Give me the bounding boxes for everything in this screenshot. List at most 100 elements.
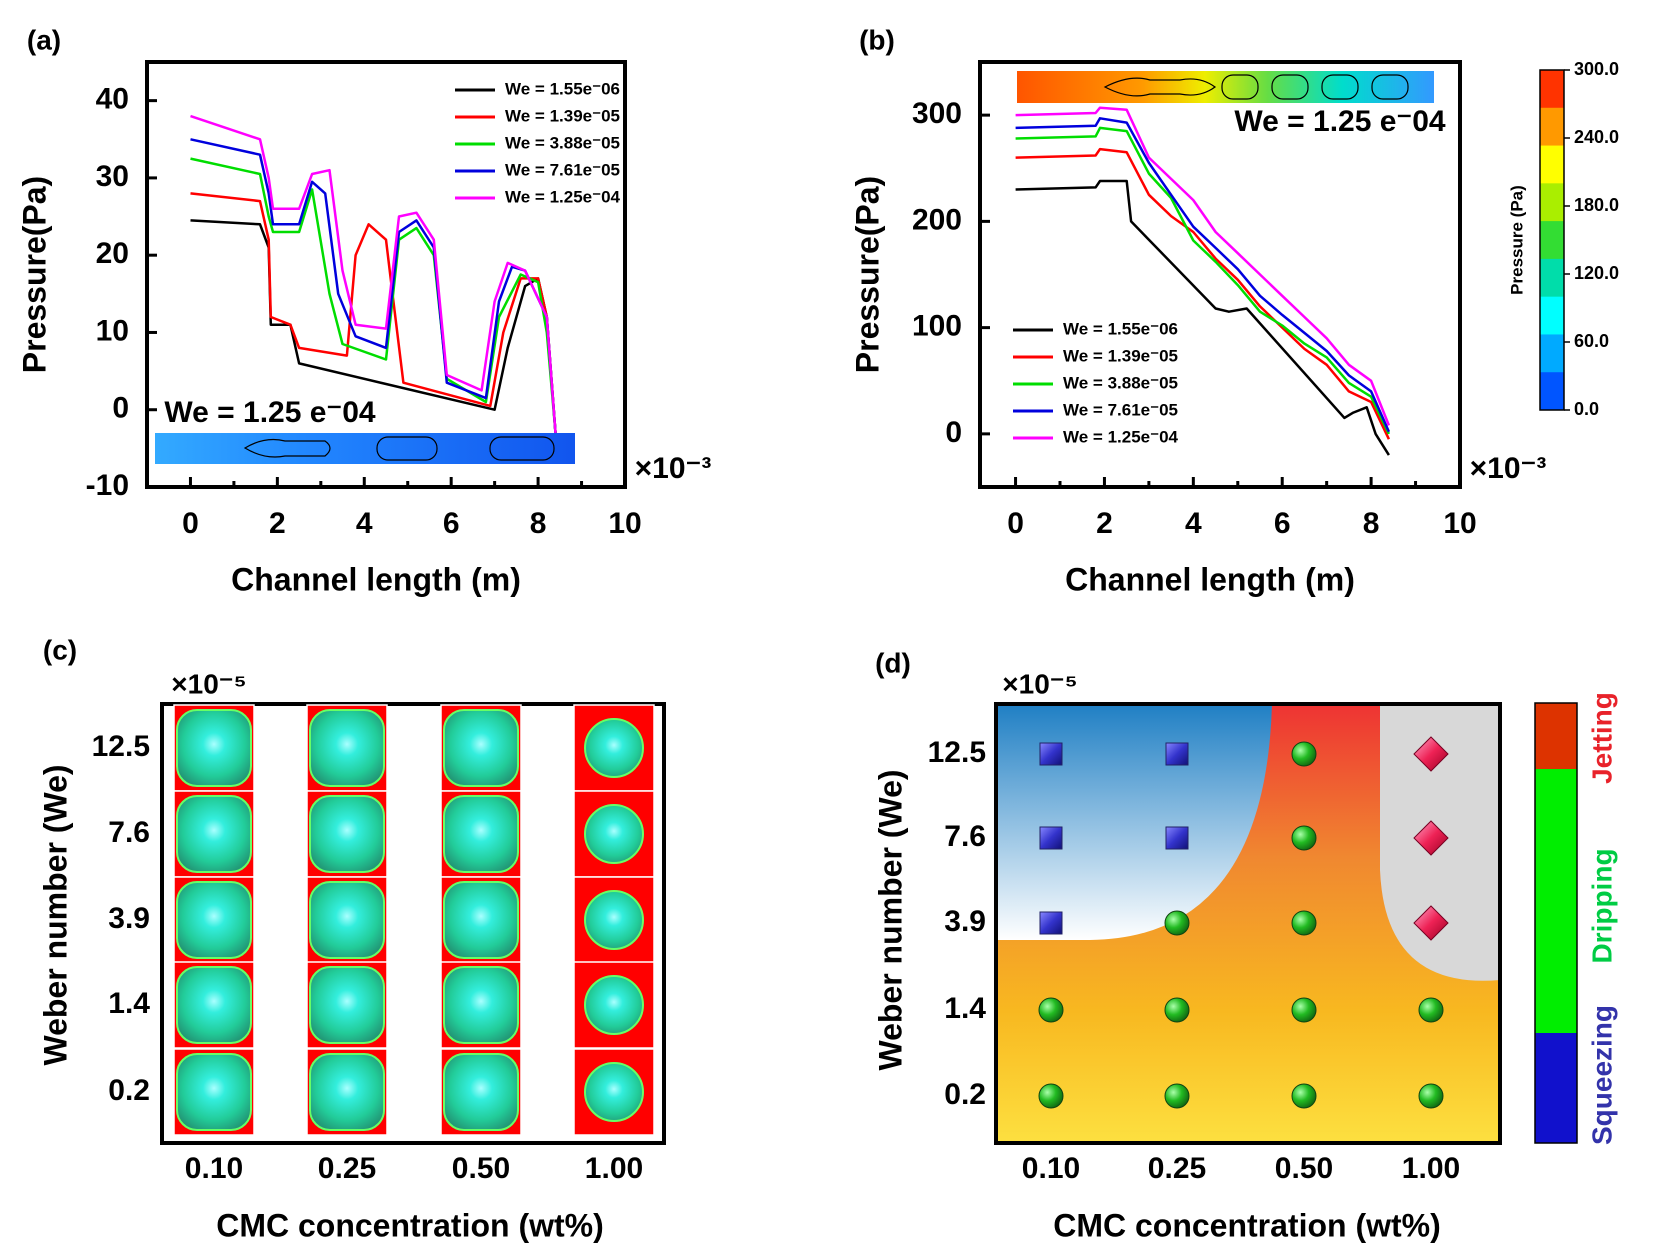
y-tick-label: 1.4 bbox=[108, 987, 150, 1020]
plot-frame bbox=[978, 60, 1462, 489]
panel-label: (d) bbox=[875, 647, 911, 678]
y-tick-label: 100 bbox=[912, 310, 962, 343]
x-scale-exponent: ×10⁻³ bbox=[635, 452, 712, 485]
x-tick-label: 0.25 bbox=[1148, 1152, 1206, 1185]
colorbar-band bbox=[1540, 334, 1564, 373]
colorbar-tick-label: 120.0 bbox=[1574, 263, 1619, 283]
y-tick-label: -10 bbox=[86, 469, 129, 502]
regime-band-squeezing bbox=[1535, 1033, 1577, 1143]
y-tick-label: 30 bbox=[96, 160, 129, 193]
regime-squeezing-area bbox=[996, 704, 1272, 940]
y-tick-label: 0 bbox=[945, 416, 962, 449]
x-tick-label: 0 bbox=[182, 507, 199, 540]
point-dripping bbox=[1164, 1083, 1190, 1109]
point-dripping bbox=[1164, 910, 1190, 936]
panel-a: 0 2 4 6 8 10 -10 0 10 20 30 40 Channel length (m) Pre… bbox=[16, 24, 711, 597]
panel-c: 0.10 0.25 0.50 1.00 12.5 7.6 3.9 1.4 0.2 CMC conc… bbox=[37, 634, 666, 1243]
regime-label-squeezing: Squeezing bbox=[1586, 1005, 1617, 1145]
x-tick-label: 2 bbox=[269, 507, 286, 540]
series-line-4 bbox=[1015, 117, 1391, 433]
point-squeezing bbox=[1039, 826, 1063, 850]
y-scale-exponent: ×10⁻⁵ bbox=[171, 668, 246, 699]
y-axis-title: Pressure(Pa) bbox=[16, 176, 52, 373]
droplet-outline bbox=[489, 436, 555, 461]
y-tick-label: 7.6 bbox=[108, 816, 150, 849]
y-tick-label: 0 bbox=[112, 392, 129, 425]
series-line-1 bbox=[1015, 179, 1390, 456]
legend-label: We = 7.61e⁻05 bbox=[1063, 400, 1178, 419]
x-tick-label: 0.50 bbox=[1275, 1152, 1333, 1185]
colorbar-title: Pressure (Pa) bbox=[1507, 185, 1526, 295]
point-dripping bbox=[1291, 825, 1317, 851]
x-axis-title: CMC concentration (wt%) bbox=[1053, 1207, 1441, 1243]
colorbar-band bbox=[1540, 296, 1564, 335]
colorbar-band bbox=[1540, 258, 1564, 298]
colorbar-band bbox=[1540, 107, 1564, 147]
colorbar-tick-label: 240.0 bbox=[1574, 127, 1619, 147]
point-dripping bbox=[1038, 997, 1064, 1023]
legend-label: We = 7.61e⁻05 bbox=[505, 160, 620, 179]
x-tick-label: 0.10 bbox=[185, 1152, 243, 1185]
y-tick-label: 12.5 bbox=[92, 730, 150, 763]
droplet bbox=[309, 881, 385, 959]
legend-label: We = 1.39e⁻05 bbox=[505, 106, 620, 125]
series-line-2 bbox=[190, 192, 557, 433]
legend-label: We = 1.55e⁻06 bbox=[505, 79, 620, 98]
colorbar-tick-label: 180.0 bbox=[1574, 195, 1619, 215]
x-tick-label: 10 bbox=[608, 507, 641, 540]
droplet bbox=[176, 795, 252, 873]
point-squeezing bbox=[1039, 742, 1063, 766]
y-tick-label: 3.9 bbox=[944, 905, 986, 938]
y-axis-title: Weber number (We) bbox=[37, 764, 73, 1065]
panel-label: (b) bbox=[859, 24, 895, 55]
droplet-outline bbox=[1221, 74, 1259, 100]
y-tick-label: 0.2 bbox=[944, 1078, 986, 1111]
point-dripping bbox=[1291, 910, 1317, 936]
droplet-outline bbox=[1371, 74, 1409, 100]
plot-frame bbox=[994, 702, 1502, 1145]
regime-band-jetting bbox=[1535, 703, 1577, 769]
colorbar-band bbox=[1540, 221, 1564, 260]
y-tick-label: 1.4 bbox=[944, 992, 986, 1025]
droplet bbox=[443, 966, 519, 1044]
regime-label-dripping: Dripping bbox=[1586, 848, 1617, 963]
x-tick-label: 0 bbox=[1007, 507, 1024, 540]
series-line-4 bbox=[190, 138, 557, 433]
point-dripping bbox=[1418, 997, 1444, 1023]
point-squeezing bbox=[1165, 742, 1189, 766]
colorbar-band bbox=[1540, 372, 1564, 411]
colorbar-band bbox=[1540, 183, 1564, 222]
channel-strip bbox=[1017, 71, 1434, 103]
series-line-2 bbox=[1015, 147, 1391, 440]
point-jetting bbox=[1413, 905, 1449, 941]
legend-label: We = 1.39e⁻05 bbox=[1063, 346, 1178, 365]
y-tick-label: 12.5 bbox=[928, 736, 986, 769]
regime-label-jetting: Jetting bbox=[1586, 692, 1617, 784]
banner-we-label: We = 1.25 e⁻04 bbox=[164, 396, 376, 429]
x-tick-label: 2 bbox=[1096, 507, 1113, 540]
point-dripping bbox=[1418, 1083, 1444, 1109]
x-tick-label: 6 bbox=[443, 507, 460, 540]
x-tick-label: 0.10 bbox=[1022, 1152, 1080, 1185]
series-line-3 bbox=[1015, 126, 1391, 435]
droplet bbox=[443, 881, 519, 959]
droplet bbox=[584, 975, 644, 1035]
colorbar-tick-label: 300.0 bbox=[1574, 59, 1619, 79]
x-tick-label: 8 bbox=[530, 507, 547, 540]
x-scale-exponent: ×10⁻³ bbox=[1470, 452, 1547, 485]
droplet bbox=[309, 1053, 385, 1131]
legend-label: We = 1.55e⁻06 bbox=[1063, 319, 1178, 338]
point-squeezing bbox=[1165, 826, 1189, 850]
droplet bbox=[443, 709, 519, 787]
y-tick-label: 20 bbox=[96, 237, 129, 270]
x-tick-label: 4 bbox=[356, 507, 373, 540]
droplet-outline bbox=[243, 438, 331, 458]
droplet-outline bbox=[376, 436, 438, 461]
droplet bbox=[176, 709, 252, 787]
y-tick-label: 0.2 bbox=[108, 1074, 150, 1107]
point-dripping bbox=[1291, 1083, 1317, 1109]
x-axis-title: CMC concentration (wt%) bbox=[216, 1207, 604, 1243]
channel-snapshot-b bbox=[1017, 71, 1434, 103]
